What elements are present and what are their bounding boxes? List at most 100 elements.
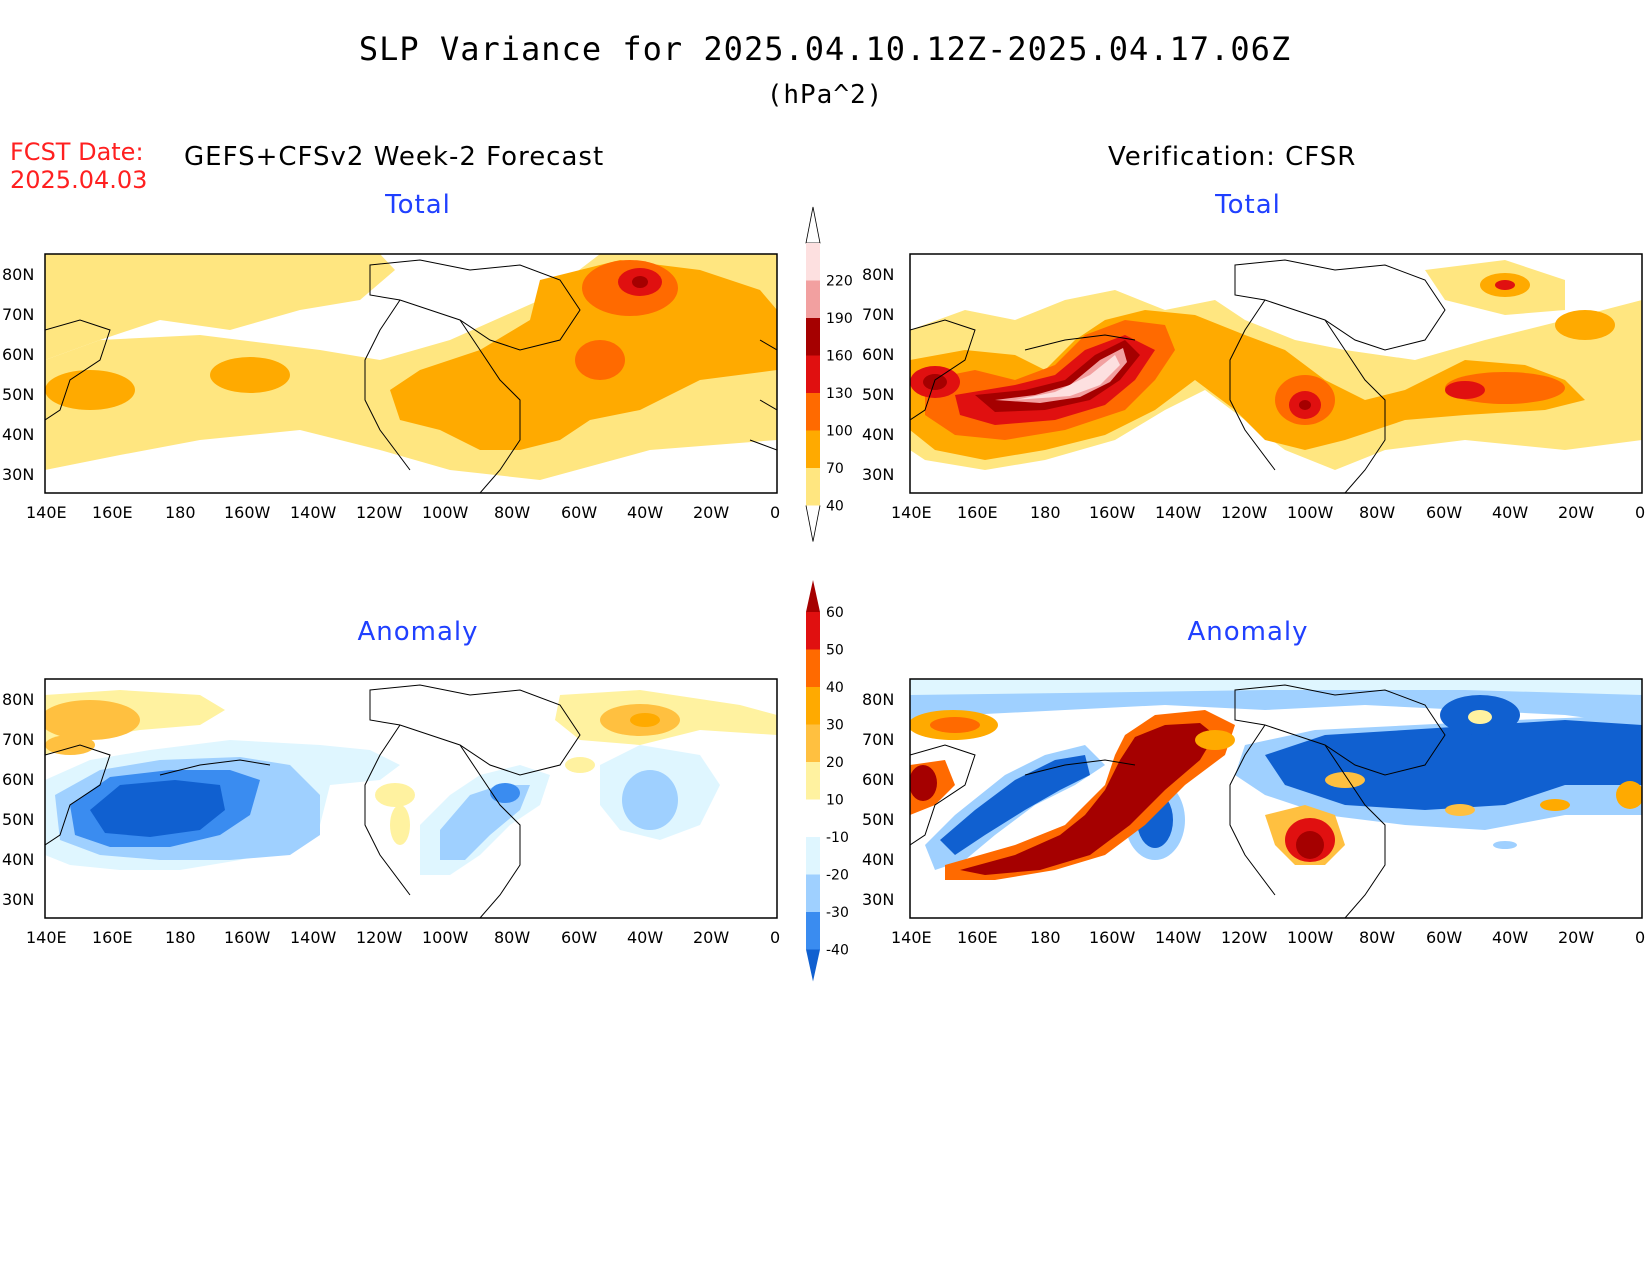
lon-tick: 100W: [422, 503, 469, 522]
fcst-date-block: FCST Date: 2025.04.03: [10, 138, 147, 194]
colorbar-swatch: [806, 280, 820, 318]
lat-axis: 80N 70N 60N 50N 40N 30N: [2, 690, 34, 909]
fcst-date-value: 2025.04.03: [10, 166, 148, 194]
colorbar-label: 40: [826, 499, 844, 515]
lat-axis: 80N 70N 60N 50N 40N 30N: [862, 690, 894, 909]
colorbar-swatch: [806, 393, 820, 431]
lon-tick: 40W: [1492, 503, 1528, 522]
colorbar-swatch: [806, 724, 820, 762]
lon-tick: 140E: [891, 928, 932, 947]
colorbar-label: -30: [826, 905, 849, 921]
lat-tick: 30N: [2, 465, 34, 484]
lon-axis: 140E 160E 180 160W 140W 120W 100W 80W 60…: [26, 928, 780, 947]
lon-tick: 80W: [1359, 928, 1395, 947]
colorbar-label: 40: [826, 680, 844, 696]
colorbar-label: 220: [826, 274, 853, 290]
lat-tick: 50N: [2, 810, 34, 829]
lon-axis: 140E 160E 180 160W 140W 120W 100W 80W 60…: [891, 503, 1645, 522]
colorbar-swatch: [806, 355, 820, 393]
lon-tick: 100W: [1287, 928, 1334, 947]
lon-tick: 60W: [1426, 928, 1462, 947]
colorbar-label: -10: [826, 830, 849, 846]
lat-tick: 70N: [862, 305, 894, 324]
colorbar-label: 30: [826, 718, 844, 734]
lon-tick: 60W: [561, 928, 597, 947]
colorbar-top-arrow: [806, 580, 820, 612]
lat-tick: 60N: [2, 770, 34, 789]
colorbar-label: 50: [826, 643, 844, 659]
lon-tick: 160W: [224, 503, 271, 522]
main-title: SLP Variance for 2025.04.10.12Z-2025.04.…: [358, 30, 1292, 68]
lon-tick: 140W: [290, 503, 337, 522]
colorbar-swatch: [806, 649, 820, 687]
lon-tick: 120W: [356, 503, 403, 522]
colorbar-swatch: [806, 837, 820, 875]
colorbar-swatch: [806, 612, 820, 650]
lon-tick: 0: [770, 928, 780, 947]
lon-tick: 160W: [1089, 928, 1136, 947]
lat-tick: 40N: [862, 425, 894, 444]
lat-tick: 70N: [2, 305, 34, 324]
lat-tick: 80N: [2, 265, 34, 284]
verification-anomaly-title: Anomaly: [1187, 617, 1309, 647]
forecast-anomaly-title: Anomaly: [357, 617, 479, 647]
colorbar-bottom-arrow: [805, 505, 821, 542]
lon-tick: 20W: [693, 928, 729, 947]
lat-tick: 80N: [862, 265, 894, 284]
forecast-total-map: 80N 70N 60N 50N 40N 30N 140E 160E 180 16…: [2, 253, 780, 522]
lat-tick: 40N: [862, 850, 894, 869]
colorbar-label: 10: [826, 793, 844, 809]
lat-tick: 70N: [2, 730, 34, 749]
verification-total-title: Total: [1215, 190, 1281, 220]
lat-axis: 80N 70N 60N 50N 40N 30N: [2, 265, 34, 484]
lon-tick: 120W: [1221, 928, 1268, 947]
colorbar-label: 190: [826, 311, 853, 327]
lat-tick: 80N: [862, 690, 894, 709]
lon-tick: 40W: [627, 928, 663, 947]
colorbar-swatch: [806, 687, 820, 725]
lat-tick: 40N: [2, 850, 34, 869]
lon-tick: 40W: [627, 503, 663, 522]
lon-tick: 80W: [494, 503, 530, 522]
lat-tick: 60N: [862, 770, 894, 789]
lat-tick: 70N: [862, 730, 894, 749]
colorbar-label: 100: [826, 424, 853, 440]
lon-tick: 20W: [693, 503, 729, 522]
lon-tick: 100W: [422, 928, 469, 947]
forecast-anomaly-map: 80N 70N 60N 50N 40N 30N 140E 160E 180 16…: [2, 678, 780, 947]
lon-tick: 0: [770, 503, 780, 522]
lat-tick: 60N: [2, 345, 34, 364]
lon-tick: 180: [165, 928, 196, 947]
verification-anomaly-map: 80N 70N 60N 50N 40N 30N 140E 160E 180 16…: [862, 678, 1645, 947]
verification-header: Verification: CFSR: [1108, 142, 1357, 172]
colorbar-label: -20: [826, 868, 849, 884]
lon-tick: 140W: [1155, 503, 1202, 522]
lon-tick: 40W: [1492, 928, 1528, 947]
colorbar-swatch: [806, 799, 820, 837]
lon-tick: 20W: [1558, 503, 1594, 522]
lon-tick: 100W: [1287, 503, 1334, 522]
lon-tick: 140E: [891, 503, 932, 522]
lon-tick: 0: [1635, 503, 1645, 522]
verification-total-map: 80N 70N 60N 50N 40N 30N 140E 160E 180 16…: [862, 253, 1645, 522]
lon-tick: 60W: [1426, 503, 1462, 522]
fcst-date-label: FCST Date:: [10, 138, 144, 166]
lat-tick: 30N: [862, 465, 894, 484]
lat-tick: 30N: [862, 890, 894, 909]
lon-tick: 160E: [92, 503, 133, 522]
lon-tick: 60W: [561, 503, 597, 522]
lon-tick: 140E: [26, 928, 67, 947]
colorbar-label: 130: [826, 386, 853, 402]
lon-tick: 160W: [224, 928, 271, 947]
forecast-header: GEFS+CFSv2 Week-2 Forecast: [184, 142, 605, 172]
lon-axis: 140E 160E 180 160W 140W 120W 100W 80W 60…: [891, 928, 1645, 947]
lon-tick: 180: [1030, 503, 1061, 522]
lon-tick: 120W: [1221, 503, 1268, 522]
colorbar-swatch: [806, 243, 820, 281]
lon-tick: 0: [1635, 928, 1645, 947]
lon-tick: 160E: [92, 928, 133, 947]
lat-tick: 60N: [862, 345, 894, 364]
lon-tick: 160W: [1089, 503, 1136, 522]
anomaly-colorbar: 60 50 40 30 20 10 -10 -20 -30 -40: [806, 580, 849, 982]
lon-tick: 160E: [957, 928, 998, 947]
